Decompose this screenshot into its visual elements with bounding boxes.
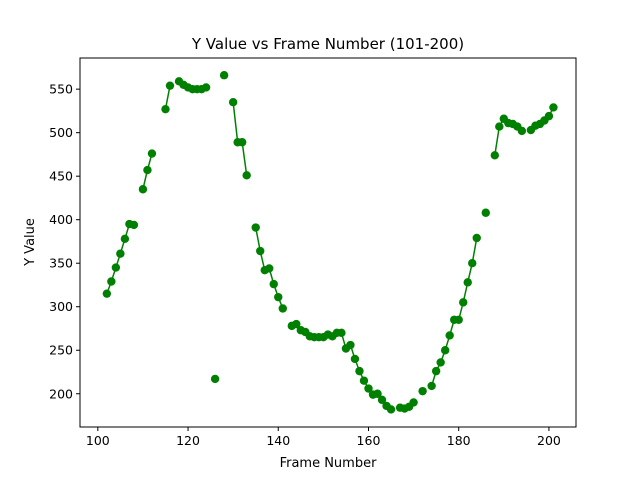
data-point (251, 223, 260, 232)
data-point (292, 319, 301, 329)
data-point (228, 98, 238, 107)
y-tick-label: 450 (49, 169, 73, 184)
data-point (102, 289, 112, 298)
y-tick-label: 500 (49, 125, 73, 140)
data-point (201, 83, 211, 92)
data-point (237, 138, 247, 147)
data-point (472, 233, 481, 243)
data-point (431, 366, 441, 376)
y-tick-label: 550 (49, 82, 73, 97)
x-tick-label: 120 (176, 433, 200, 448)
data-point (409, 398, 418, 407)
data-point (495, 122, 504, 131)
data-point (517, 126, 527, 136)
x-tick-label: 100 (86, 433, 110, 448)
data-point (111, 263, 121, 272)
data-point (459, 298, 468, 307)
data-point (116, 249, 125, 258)
data-point (481, 208, 490, 217)
data-point (274, 292, 283, 302)
data-point (364, 384, 373, 393)
y-tick-label: 350 (49, 256, 73, 271)
data-point (337, 328, 346, 338)
data-point (129, 220, 139, 230)
data-point (346, 340, 355, 350)
x-tick-label: 160 (357, 433, 381, 448)
data-point (165, 81, 175, 90)
data-point (440, 346, 450, 355)
data-point (256, 246, 265, 256)
x-tick-label: 200 (537, 433, 561, 448)
data-point (386, 405, 396, 414)
data-point (242, 171, 251, 180)
data-point (377, 395, 387, 405)
y-tick-label: 250 (49, 343, 73, 358)
y-tick-label: 300 (49, 299, 73, 314)
data-point (418, 386, 427, 396)
data-point (107, 277, 116, 286)
data-point (161, 104, 170, 114)
y-axis: 200 250 300 350 400 450 500 550 (49, 82, 80, 401)
data-point (120, 234, 130, 244)
data-point (373, 389, 382, 398)
x-axis-label: Frame Number (280, 456, 378, 471)
data-point (355, 366, 364, 376)
y-axis-label: Y Value (23, 218, 38, 267)
data-point (350, 354, 360, 364)
data-point (549, 103, 558, 112)
data-point (490, 151, 499, 160)
data-point (468, 259, 477, 268)
data-point (454, 315, 463, 324)
data-point (445, 331, 454, 340)
data-point (436, 358, 445, 367)
y-tick-label: 400 (49, 212, 73, 227)
data-point (544, 111, 554, 121)
data-point (265, 264, 274, 273)
data-point (143, 165, 152, 175)
y-tick-label: 200 (49, 386, 73, 401)
x-axis: 100 120 140 160 180 200 (86, 427, 561, 448)
x-tick-label: 180 (447, 433, 471, 448)
axes-frame (79, 57, 577, 428)
data-point (278, 304, 287, 313)
data-point (269, 279, 278, 289)
x-tick-label: 140 (266, 433, 290, 448)
data-point (463, 278, 472, 287)
plot-area (102, 71, 558, 414)
data-point (138, 185, 148, 194)
chart-title: Y Value vs Frame Number (101-200) (191, 35, 464, 53)
data-point (359, 376, 369, 385)
data-point (427, 381, 436, 391)
data-point (147, 149, 157, 158)
data-point (219, 71, 229, 80)
data-point (210, 374, 220, 384)
